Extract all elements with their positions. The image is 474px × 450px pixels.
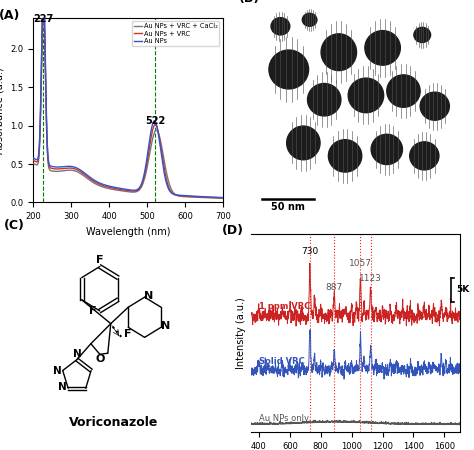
Ellipse shape <box>387 75 420 107</box>
Au NPs + VRC + CaCl₂ <box>180 194 185 199</box>
Text: 5K: 5K <box>456 285 469 294</box>
Ellipse shape <box>269 50 309 89</box>
Text: 1057: 1057 <box>349 259 372 268</box>
Line: Au NPs: Au NPs <box>33 18 223 198</box>
Y-axis label: Absorbance (a.u.): Absorbance (a.u.) <box>0 67 5 153</box>
Ellipse shape <box>321 34 356 71</box>
Au NPs + VRC + CaCl₂ <box>118 188 123 194</box>
Text: N: N <box>73 349 82 359</box>
Text: Solid VRC: Solid VRC <box>259 357 305 366</box>
Ellipse shape <box>420 92 449 120</box>
Text: 227: 227 <box>33 14 54 24</box>
Au NPs <box>214 195 220 200</box>
Text: N: N <box>145 291 154 301</box>
Au NPs + VRC + CaCl₂ <box>40 15 46 21</box>
Ellipse shape <box>348 78 383 112</box>
Text: N: N <box>58 382 67 392</box>
Au NPs <box>30 155 36 161</box>
Text: F: F <box>96 255 104 265</box>
Ellipse shape <box>414 27 430 42</box>
Ellipse shape <box>302 14 317 26</box>
Text: (A): (A) <box>0 9 20 22</box>
Line: Au NPs + VRC: Au NPs + VRC <box>33 18 223 198</box>
Au NPs + VRC + CaCl₂ <box>123 189 128 194</box>
Au NPs + VRC + CaCl₂ <box>215 195 220 201</box>
Au NPs + VRC <box>123 188 128 193</box>
Ellipse shape <box>308 84 341 116</box>
Au NPs <box>40 15 46 21</box>
Au NPs + VRC <box>118 187 123 192</box>
Ellipse shape <box>271 18 290 35</box>
Text: 522: 522 <box>145 117 165 126</box>
Au NPs <box>123 187 128 192</box>
Au NPs + VRC + CaCl₂ <box>30 161 36 166</box>
Text: Au NPs only: Au NPs only <box>259 414 309 423</box>
Text: 1123: 1123 <box>359 274 382 283</box>
Au NPs <box>180 193 185 198</box>
Ellipse shape <box>365 31 401 65</box>
Ellipse shape <box>371 134 402 165</box>
Text: N: N <box>161 321 170 331</box>
Au NPs <box>39 15 45 21</box>
Au NPs <box>118 186 123 191</box>
Ellipse shape <box>287 126 320 160</box>
Text: (D): (D) <box>222 224 244 237</box>
Ellipse shape <box>328 140 362 172</box>
Text: (B): (B) <box>239 0 260 4</box>
Text: F: F <box>89 306 97 316</box>
Y-axis label: Intensity (a.u.): Intensity (a.u.) <box>236 297 246 369</box>
Ellipse shape <box>410 142 439 170</box>
Text: N: N <box>53 365 62 376</box>
Au NPs + VRC <box>215 195 220 200</box>
Text: 887: 887 <box>326 283 343 292</box>
Au NPs <box>215 195 220 200</box>
X-axis label: Wavelength (nm): Wavelength (nm) <box>86 227 170 237</box>
Au NPs + VRC <box>214 195 220 200</box>
Line: Au NPs + VRC + CaCl₂: Au NPs + VRC + CaCl₂ <box>33 18 223 198</box>
Au NPs + VRC <box>40 15 46 21</box>
Au NPs + VRC <box>180 194 185 199</box>
Text: O: O <box>95 354 104 364</box>
Au NPs + VRC <box>40 15 46 21</box>
Legend: Au NPs + VRC + CaCl₂, Au NPs + VRC, Au NPs: Au NPs + VRC + CaCl₂, Au NPs + VRC, Au N… <box>132 21 219 46</box>
Au NPs + VRC <box>220 195 226 201</box>
Au NPs <box>220 195 226 200</box>
Text: (C): (C) <box>4 219 25 232</box>
Text: F: F <box>125 329 132 339</box>
Au NPs + VRC + CaCl₂ <box>40 15 46 21</box>
Text: 730: 730 <box>301 247 319 256</box>
Au NPs + VRC + CaCl₂ <box>214 195 220 201</box>
Text: 50 nm: 50 nm <box>271 202 305 212</box>
Text: Voriconazole: Voriconazole <box>69 416 158 429</box>
Text: 1 ppm VRC: 1 ppm VRC <box>259 302 310 311</box>
Au NPs + VRC + CaCl₂ <box>220 196 226 201</box>
Au NPs + VRC <box>30 158 36 163</box>
